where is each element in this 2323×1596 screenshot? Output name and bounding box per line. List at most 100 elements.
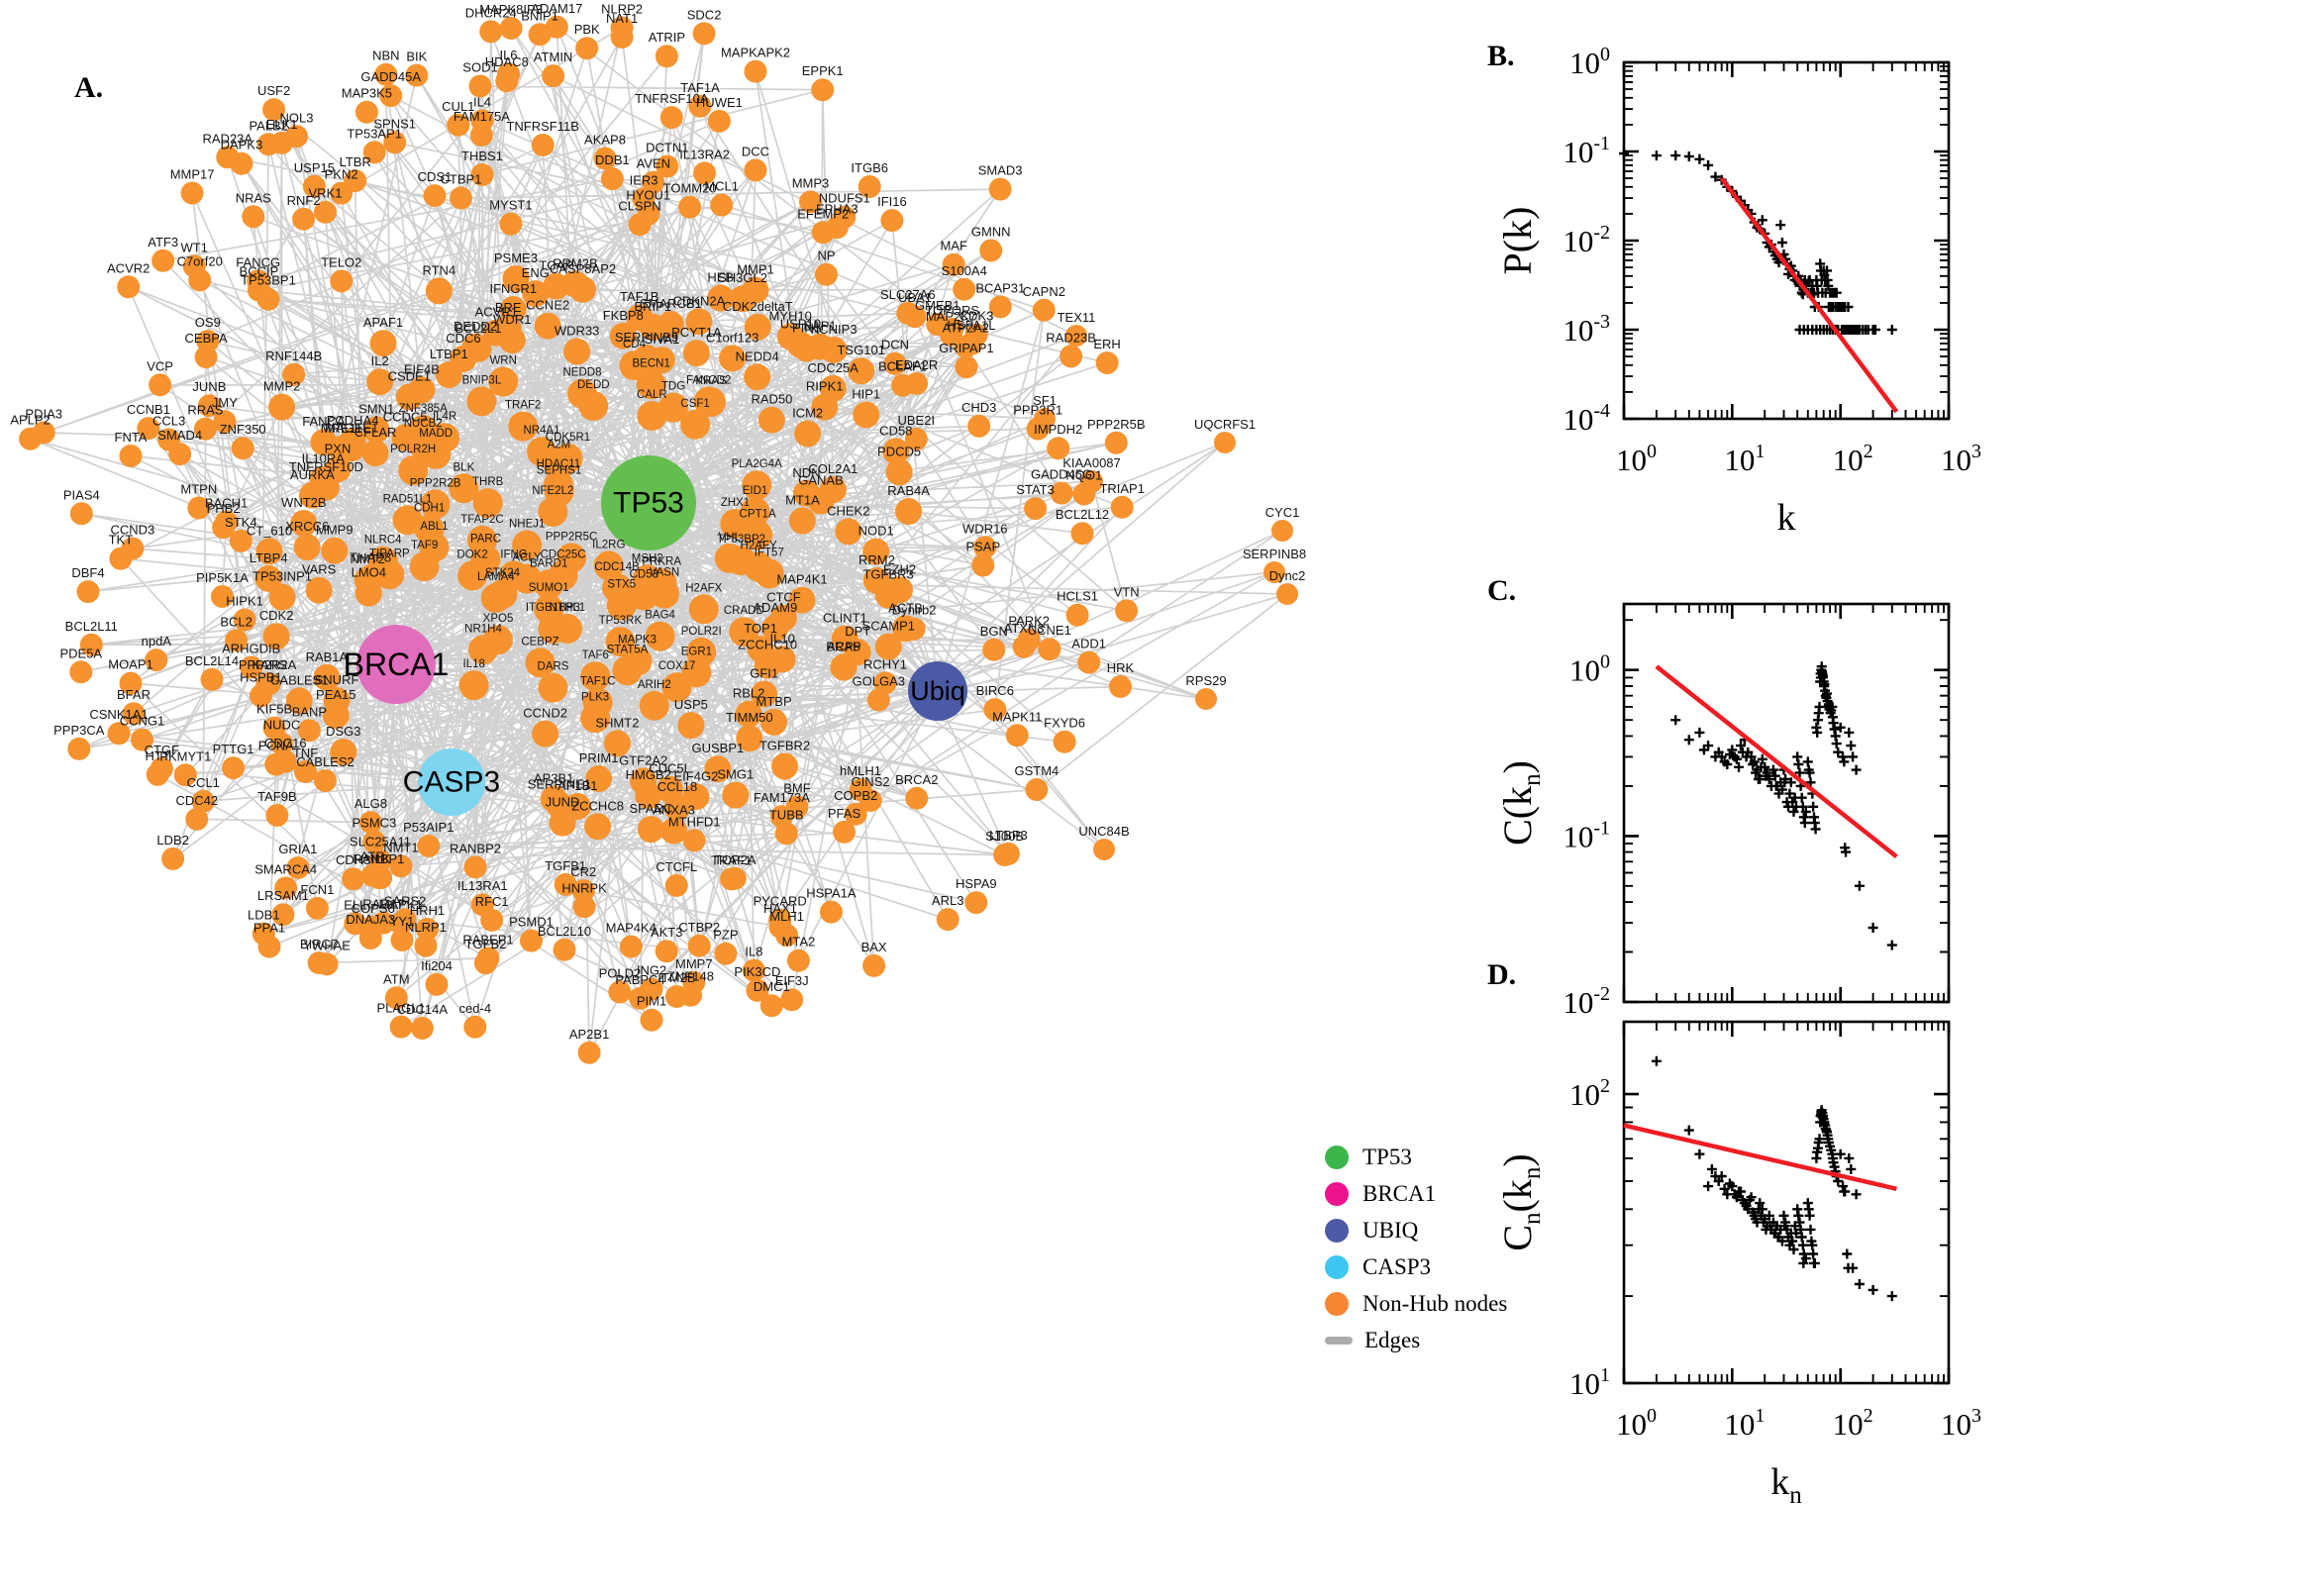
- network-node: [619, 935, 643, 958]
- network-node: [122, 702, 146, 726]
- network-node-label: GADD45A: [360, 69, 421, 84]
- network-node-label: FAM175A: [454, 109, 510, 124]
- network-node-label: BCLAF1: [878, 359, 927, 374]
- network-node: [553, 443, 583, 473]
- network-node-label: APLP2: [10, 413, 50, 428]
- network-node-label: BCL2L10: [538, 924, 591, 939]
- network-node: [955, 355, 978, 379]
- network-node: [1060, 345, 1083, 368]
- network-node: [656, 154, 679, 178]
- network-node: [417, 835, 441, 857]
- network-node-label: THAP8: [350, 549, 391, 564]
- hub-node-tp53: [601, 455, 696, 550]
- x-axis-title: k: [1777, 497, 1796, 539]
- network-node-label: HMGB2: [626, 767, 671, 782]
- network-node: [758, 406, 785, 434]
- network-node-label: BCL2L14: [185, 653, 239, 668]
- network-node-label: MAP3K5: [342, 86, 392, 101]
- network-node-label: CDC25C: [541, 549, 586, 560]
- network-node: [848, 357, 875, 385]
- network-node-label: TP53INP1: [252, 569, 312, 584]
- network-node: [942, 252, 965, 276]
- network-node-label: TP53BP1: [241, 273, 296, 288]
- network-node-label: TRIAP1: [1099, 481, 1145, 496]
- scatter-points: [1670, 661, 1897, 950]
- network-node: [679, 983, 702, 1007]
- network-node: [294, 760, 317, 783]
- network-node: [659, 106, 683, 130]
- network-node: [678, 195, 702, 219]
- network-node-label: EIF4G2: [674, 768, 719, 783]
- network-node-label: RAD17: [362, 897, 404, 912]
- network-node: [754, 558, 784, 589]
- network-node-label: MMP9: [316, 523, 354, 538]
- network-hubs: [356, 455, 967, 816]
- network-node: [152, 249, 175, 272]
- network-node-label: NQO1: [1065, 468, 1102, 483]
- network-node: [1050, 481, 1073, 505]
- network-node-label: ERH: [1093, 337, 1120, 351]
- network-node-label: PCNA: [258, 739, 294, 753]
- network-node: [366, 368, 394, 396]
- network-node-label: IL4R: [433, 411, 456, 423]
- network-node: [744, 313, 771, 341]
- network-node: [685, 308, 713, 336]
- network-node-label: TUBB: [769, 807, 804, 822]
- network-node: [608, 980, 632, 1004]
- network-node: [109, 547, 133, 570]
- legend-item-casp3: CASP3: [1325, 1254, 1507, 1280]
- network-node: [268, 583, 296, 611]
- network-node-label: GTF2A2: [619, 752, 667, 767]
- network-node: [751, 680, 778, 708]
- network-node-label: ADD1: [1071, 637, 1106, 651]
- network-node: [344, 912, 367, 936]
- network-node: [819, 374, 847, 402]
- network-node-label: TDG: [661, 381, 685, 393]
- network-node: [563, 338, 591, 365]
- network-node-label: BCAP31: [975, 280, 1025, 295]
- network-node: [472, 488, 503, 519]
- network-node-label: EIF3J: [775, 973, 809, 988]
- network-node-label: CCNB1: [127, 402, 170, 417]
- network-node-label: SERPINB9: [615, 330, 678, 345]
- network-node-label: CSNK1A1: [89, 707, 148, 722]
- network-node: [983, 698, 1007, 722]
- network-node: [844, 639, 871, 666]
- network-node-label: SLC27A6: [880, 287, 936, 302]
- network-node: [853, 401, 880, 429]
- network-node-label: NEDD4: [736, 349, 779, 363]
- network-node: [577, 1041, 601, 1064]
- network-node-label: UNC84B: [1078, 824, 1129, 839]
- network-node-label: PARK2: [1008, 614, 1050, 629]
- network-node-label: SIVA1: [644, 332, 679, 347]
- network-node-label: MAGEE1: [325, 420, 378, 435]
- network-node-label: CCND2: [523, 706, 567, 721]
- network-node-label: MAPKAPK2: [721, 46, 790, 60]
- network-node-label: MAP4K4: [606, 921, 656, 936]
- network-node: [1195, 688, 1217, 710]
- tick-label: 100: [1616, 1405, 1657, 1442]
- network-node-label: TAF1C: [580, 676, 616, 688]
- network-node: [1025, 778, 1049, 801]
- network-node: [173, 763, 197, 787]
- network-node-label: USF2: [257, 83, 290, 98]
- x-axis-title: kn: [1770, 1461, 1802, 1509]
- network-node-label: SCAMP1: [862, 619, 915, 634]
- network-node: [19, 427, 43, 450]
- network-node-label: TAF9B: [257, 789, 297, 804]
- network-node: [342, 867, 365, 891]
- network-node-label: LDB2: [156, 833, 189, 848]
- network-node-label: RIPK1: [806, 379, 844, 394]
- network-node-label: CDC14A: [397, 1002, 449, 1017]
- network-node-label: IL10: [770, 631, 795, 646]
- network-node-label: CEBPA: [185, 331, 228, 346]
- network-node: [885, 458, 913, 486]
- network-node: [1104, 431, 1128, 454]
- network-node-label: NLRP1: [405, 920, 447, 935]
- network-node-label: HDAC8: [485, 54, 529, 69]
- network-node-label: PIN1: [792, 321, 821, 336]
- network-node-label: TKT: [109, 533, 134, 548]
- network-node-label: PIK3CD: [734, 964, 780, 979]
